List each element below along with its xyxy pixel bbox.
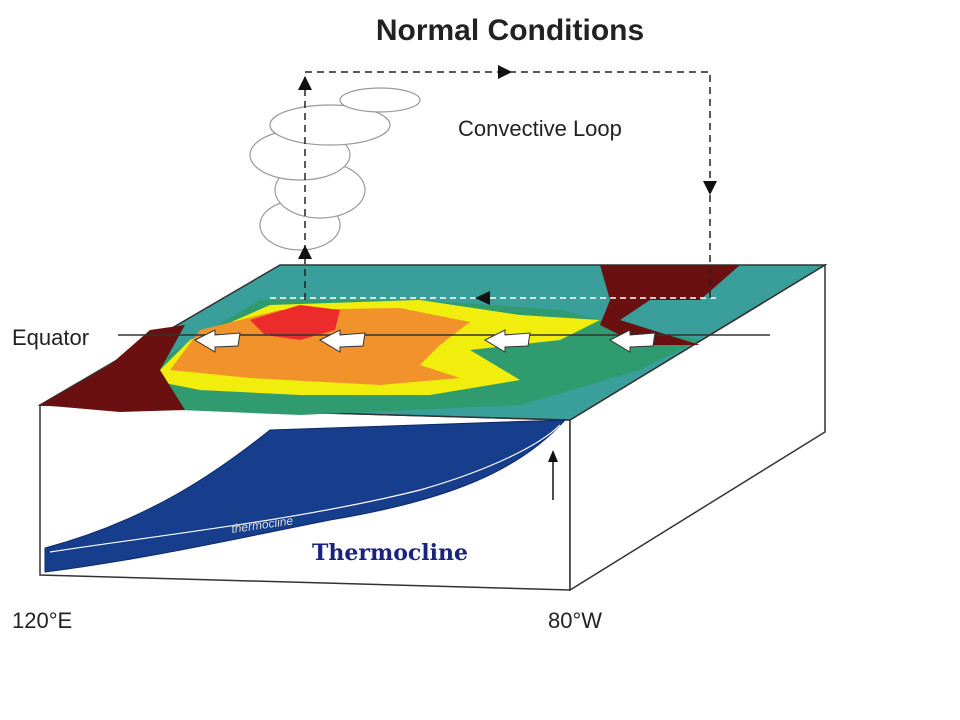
- equator-label: Equator: [12, 325, 89, 350]
- convective-loop-label: Convective Loop: [458, 116, 622, 141]
- west-label: 120°E: [12, 608, 72, 633]
- wind-arrows: [193, 329, 656, 353]
- sst-bands: [120, 300, 700, 415]
- east-label: 80°W: [548, 608, 602, 633]
- loop-arrows: [298, 65, 717, 305]
- land: [40, 265, 740, 412]
- cloud: [249, 87, 421, 251]
- upwelling-head: [548, 450, 558, 462]
- title: Normal Conditions: [376, 14, 644, 47]
- thermocline-line: [49, 424, 561, 553]
- thermocline-label: Thermocline: [312, 540, 468, 566]
